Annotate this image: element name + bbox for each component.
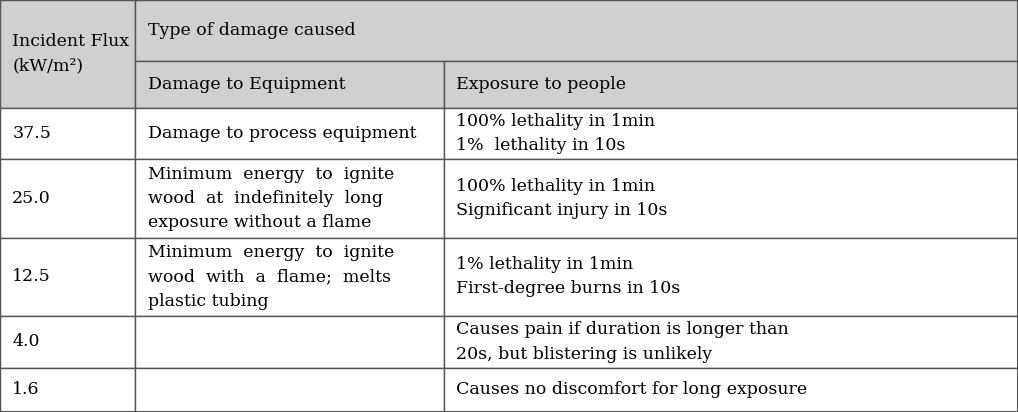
Bar xyxy=(0,108,135,159)
Text: Minimum  energy  to  ignite
wood  with  a  flame;  melts
plastic tubing: Minimum energy to ignite wood with a fla… xyxy=(148,244,394,309)
Bar xyxy=(0,159,135,238)
Text: Minimum  energy  to  ignite
wood  at  indefinitely  long
exposure without a flam: Minimum energy to ignite wood at indefin… xyxy=(148,166,394,231)
Bar xyxy=(0,316,135,368)
Bar xyxy=(444,368,1018,412)
Text: Type of damage caused: Type of damage caused xyxy=(148,22,355,39)
Bar xyxy=(135,368,444,412)
Bar xyxy=(0,238,135,316)
Bar xyxy=(444,61,1018,108)
Text: Exposure to people: Exposure to people xyxy=(456,76,626,93)
Bar xyxy=(444,108,1018,159)
Bar xyxy=(444,238,1018,316)
Text: Damage to process equipment: Damage to process equipment xyxy=(148,125,416,142)
Text: Damage to Equipment: Damage to Equipment xyxy=(148,76,345,93)
Bar xyxy=(135,159,444,238)
Text: Causes pain if duration is longer than
20s, but blistering is unlikely: Causes pain if duration is longer than 2… xyxy=(456,321,789,363)
Text: 100% lethality in 1min
Significant injury in 10s: 100% lethality in 1min Significant injur… xyxy=(456,178,668,219)
Bar xyxy=(0,0,135,108)
Bar xyxy=(444,316,1018,368)
Text: Causes no discomfort for long exposure: Causes no discomfort for long exposure xyxy=(456,382,807,398)
Text: 37.5: 37.5 xyxy=(12,125,51,142)
Bar xyxy=(135,108,444,159)
Bar xyxy=(135,316,444,368)
Text: 4.0: 4.0 xyxy=(12,333,40,351)
Bar xyxy=(444,159,1018,238)
Text: 12.5: 12.5 xyxy=(12,268,51,286)
Text: Incident Flux
(kW/m²): Incident Flux (kW/m²) xyxy=(12,33,129,74)
Bar xyxy=(135,61,444,108)
Text: 25.0: 25.0 xyxy=(12,190,51,207)
Text: 1% lethality in 1min
First-degree burns in 10s: 1% lethality in 1min First-degree burns … xyxy=(456,256,680,297)
Bar xyxy=(0,368,135,412)
Text: 1.6: 1.6 xyxy=(12,382,40,398)
Bar xyxy=(135,0,1018,61)
Bar xyxy=(135,238,444,316)
Text: 100% lethality in 1min
1%  lethality in 10s: 100% lethality in 1min 1% lethality in 1… xyxy=(456,113,656,154)
